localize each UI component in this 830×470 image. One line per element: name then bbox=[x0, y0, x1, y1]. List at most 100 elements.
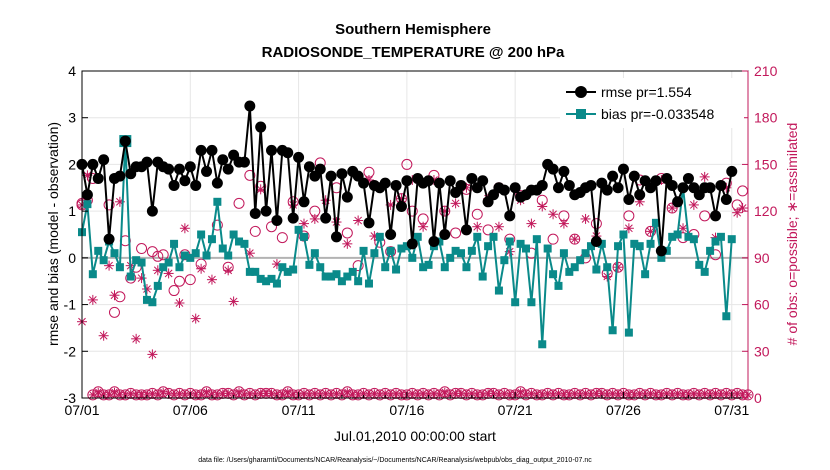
rmse-point bbox=[287, 212, 299, 224]
y-tick-label: 1 bbox=[68, 203, 76, 219]
asterisk-stroke bbox=[338, 391, 346, 399]
rmse-point bbox=[715, 179, 727, 191]
y-right-tick-label: 60 bbox=[754, 297, 770, 313]
asterisk-stroke bbox=[354, 216, 363, 225]
rmse-point bbox=[266, 144, 278, 156]
bias-point bbox=[197, 230, 206, 239]
asterisk-stroke bbox=[197, 391, 205, 399]
rmse-point bbox=[617, 163, 629, 175]
rmse-point bbox=[98, 154, 110, 166]
asterisk-stroke bbox=[284, 388, 291, 395]
assimilated-count-marker bbox=[613, 262, 624, 273]
asterisk-stroke bbox=[110, 291, 119, 300]
bias-point bbox=[142, 295, 151, 304]
rmse-point bbox=[558, 165, 570, 177]
rmse-point bbox=[238, 156, 250, 168]
asterisk-stroke bbox=[88, 296, 97, 304]
possible-count-marker bbox=[385, 246, 397, 258]
y-right-tick-label: 120 bbox=[754, 203, 778, 219]
rmse-point bbox=[81, 189, 93, 201]
rmse-point bbox=[217, 154, 229, 166]
asterisk-stroke bbox=[581, 215, 590, 223]
rmse-point bbox=[249, 207, 261, 219]
bias-point bbox=[668, 232, 677, 241]
rmse-point bbox=[363, 217, 375, 229]
bias-point bbox=[527, 298, 536, 307]
bias-point bbox=[126, 272, 135, 281]
assimilated-count-marker bbox=[353, 215, 364, 226]
rmse-point bbox=[358, 177, 370, 189]
y-tick-label: -3 bbox=[64, 390, 77, 406]
asterisk-stroke bbox=[132, 334, 141, 343]
possible-count-marker bbox=[547, 233, 559, 245]
asterisk-stroke bbox=[208, 275, 216, 284]
rmse-point bbox=[92, 172, 104, 184]
bias-point bbox=[245, 267, 254, 276]
asterisk-stroke bbox=[105, 391, 113, 399]
bias-point bbox=[381, 263, 390, 272]
rmse-point bbox=[190, 179, 202, 191]
rmse-point bbox=[504, 210, 516, 222]
asterisk-stroke bbox=[436, 391, 443, 399]
rmse-point bbox=[585, 179, 597, 191]
bias-point bbox=[424, 260, 433, 269]
bias-point bbox=[597, 239, 606, 248]
bias-point bbox=[164, 258, 173, 267]
bias-point bbox=[408, 253, 417, 262]
rmse-point bbox=[547, 163, 559, 175]
possible-count-marker bbox=[737, 185, 749, 197]
assimilated-count-marker bbox=[309, 213, 320, 224]
asterisk-stroke bbox=[495, 222, 503, 231]
bias-point bbox=[608, 326, 617, 335]
asterisk-stroke bbox=[538, 202, 547, 211]
bias-point bbox=[419, 263, 428, 272]
y-axis-right-label: # of obs: o=possible; ∗=assimilated bbox=[784, 123, 800, 346]
possible-count-marker bbox=[482, 224, 494, 236]
rmse-point bbox=[298, 196, 310, 208]
bias-point bbox=[532, 235, 541, 244]
asterisk-stroke bbox=[191, 314, 200, 323]
bias-point bbox=[559, 249, 568, 258]
rmse-point bbox=[682, 172, 694, 184]
possible-count-marker bbox=[249, 225, 261, 237]
bias-point bbox=[657, 253, 666, 262]
possible-count-marker bbox=[136, 243, 148, 255]
y-tick-label: 3 bbox=[68, 110, 76, 126]
bias-point bbox=[229, 230, 238, 239]
asterisk-stroke bbox=[473, 222, 482, 231]
rmse-point bbox=[477, 175, 489, 187]
chart-title: Southern Hemisphere bbox=[335, 21, 491, 38]
bias-point bbox=[581, 249, 590, 258]
possible-count-marker bbox=[450, 227, 462, 239]
assimilated-count-marker bbox=[190, 313, 201, 324]
assimilated-count-marker bbox=[206, 274, 217, 285]
bias-point bbox=[310, 249, 319, 258]
bias-point bbox=[153, 281, 162, 290]
bias-point bbox=[278, 263, 287, 272]
rmse-point bbox=[509, 182, 521, 194]
bias-point bbox=[700, 267, 709, 276]
assimilated-count-marker bbox=[179, 223, 190, 234]
x-tick-label: 07/16 bbox=[389, 402, 424, 418]
bias-point bbox=[727, 235, 736, 244]
y-right-tick-label: 0 bbox=[754, 390, 762, 406]
possible-count-marker bbox=[341, 227, 353, 239]
bias-point bbox=[716, 232, 725, 241]
possible-count-marker bbox=[157, 249, 169, 261]
assimilated-count-marker bbox=[688, 199, 699, 210]
obs-count-series bbox=[76, 157, 754, 401]
y-tick-label: 4 bbox=[68, 63, 76, 79]
asterisk-stroke bbox=[148, 350, 157, 359]
bias-point bbox=[484, 242, 493, 251]
rmse-point bbox=[655, 245, 667, 257]
possible-count-marker bbox=[173, 275, 185, 287]
asterisk-stroke bbox=[570, 235, 579, 244]
bias-point bbox=[364, 279, 373, 288]
rmse-point bbox=[720, 193, 732, 205]
y-axis-right: 0 30 60 90 120 150 180 210 bbox=[742, 63, 778, 406]
possible-count-marker bbox=[244, 169, 256, 181]
assimilated-count-marker bbox=[131, 333, 142, 344]
bias-point bbox=[684, 232, 693, 241]
rmse-point bbox=[330, 231, 342, 243]
bias-point bbox=[473, 232, 482, 241]
